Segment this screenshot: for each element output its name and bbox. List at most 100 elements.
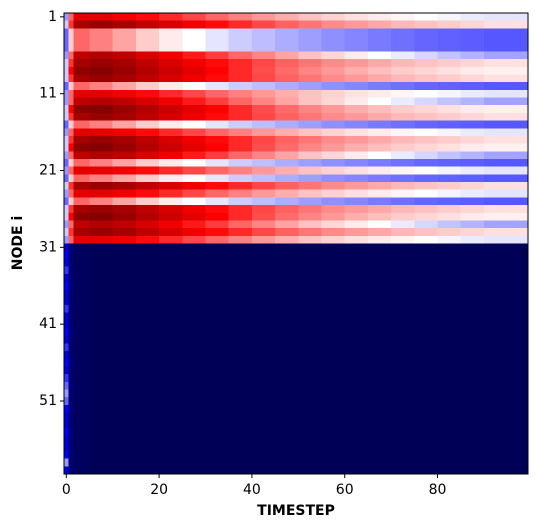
heat-cell (321, 266, 346, 275)
heat-cell (391, 328, 415, 337)
heat-cell (89, 112, 114, 121)
heat-cell (460, 66, 485, 75)
heat-cell (367, 36, 392, 45)
heat-cell (321, 274, 346, 283)
heat-cell (73, 59, 90, 68)
heat-cell (483, 427, 529, 436)
heat-cell (391, 120, 415, 129)
y-tick-label: 1 (48, 9, 57, 25)
heat-cell (89, 297, 114, 306)
heat-cell (367, 297, 392, 306)
heat-cell (483, 135, 529, 145)
heat-cell (367, 274, 392, 283)
heat-cell (298, 328, 322, 337)
heat-cell (182, 182, 206, 191)
heat-cell (73, 228, 90, 237)
heat-cell (251, 458, 276, 467)
heat-cell (68, 351, 74, 360)
heat-cell (298, 182, 322, 191)
heat-cell (135, 228, 160, 237)
heat-cell (298, 74, 322, 83)
heat-cell (414, 158, 438, 168)
heat-cell (135, 351, 160, 360)
heat-cell (135, 258, 160, 267)
heat-cell (437, 404, 462, 413)
heat-cell (275, 443, 299, 452)
heat-cell (298, 82, 322, 91)
heat-cell (182, 82, 206, 91)
heat-cell (228, 351, 253, 360)
heat-cell (228, 112, 253, 121)
heat-cell (159, 158, 183, 168)
heat-cell (182, 220, 206, 229)
heat-cell (298, 466, 322, 475)
heat-cell (205, 281, 230, 290)
heat-cell (68, 366, 74, 375)
heat-cell (275, 97, 299, 106)
heat-cell (68, 51, 74, 60)
heat-cell (483, 82, 529, 91)
heat-cell (321, 404, 346, 413)
heat-cell (437, 143, 462, 152)
heat-cell (73, 304, 90, 314)
heat-cell (135, 243, 160, 252)
heat-cell (68, 212, 74, 221)
heat-cell (112, 435, 137, 444)
heat-cell (68, 320, 74, 329)
heat-cell (205, 404, 230, 413)
heat-cell (298, 258, 322, 267)
heat-cell (135, 320, 160, 329)
heat-cell (298, 427, 322, 436)
heat-cell (391, 13, 415, 22)
heat-cell (159, 243, 183, 252)
heat-cell (228, 443, 253, 452)
heat-cell (89, 404, 114, 413)
heat-cell (414, 97, 438, 106)
heat-cell (391, 427, 415, 436)
heat-cell (391, 74, 415, 83)
heat-cell (460, 450, 485, 460)
heat-cell (344, 297, 369, 306)
heat-cell (205, 59, 230, 68)
heat-cell (483, 397, 529, 406)
heat-cell (391, 82, 415, 91)
heat-cell (483, 205, 529, 214)
heat-cell (64, 274, 70, 283)
heat-cell (344, 74, 369, 83)
heat-cell (437, 89, 462, 98)
heat-cell (73, 466, 90, 475)
heat-cell (182, 120, 206, 129)
heat-cell (228, 258, 253, 267)
heat-cell (64, 251, 70, 260)
heat-cell (344, 289, 369, 298)
heat-cell (64, 43, 70, 52)
heat-cell (68, 120, 74, 129)
heat-cell (159, 174, 183, 183)
heat-cell (344, 427, 369, 436)
heat-cell (205, 443, 230, 452)
heat-cell (228, 105, 253, 114)
heat-cell (391, 28, 415, 37)
heat-cell (344, 36, 369, 45)
heat-cell (275, 212, 299, 221)
heat-cell (437, 312, 462, 321)
heat-cell (414, 381, 438, 390)
heat-cell (68, 289, 74, 298)
heat-cell (367, 258, 392, 267)
heat-cell (228, 143, 253, 152)
heat-cell (159, 59, 183, 68)
heat-cell (321, 366, 346, 375)
heat-cell (205, 105, 230, 114)
heat-cell (460, 412, 485, 421)
heat-cell (205, 420, 230, 429)
heat-cell (275, 258, 299, 267)
heat-cell (321, 443, 346, 452)
heat-cell (367, 251, 392, 260)
heat-cell (321, 243, 346, 252)
heat-cell (73, 412, 90, 421)
heat-cell (460, 151, 485, 160)
heat-cell (321, 43, 346, 52)
heat-cell (251, 374, 276, 383)
heat-cell (483, 335, 529, 344)
heat-cell (73, 174, 90, 183)
